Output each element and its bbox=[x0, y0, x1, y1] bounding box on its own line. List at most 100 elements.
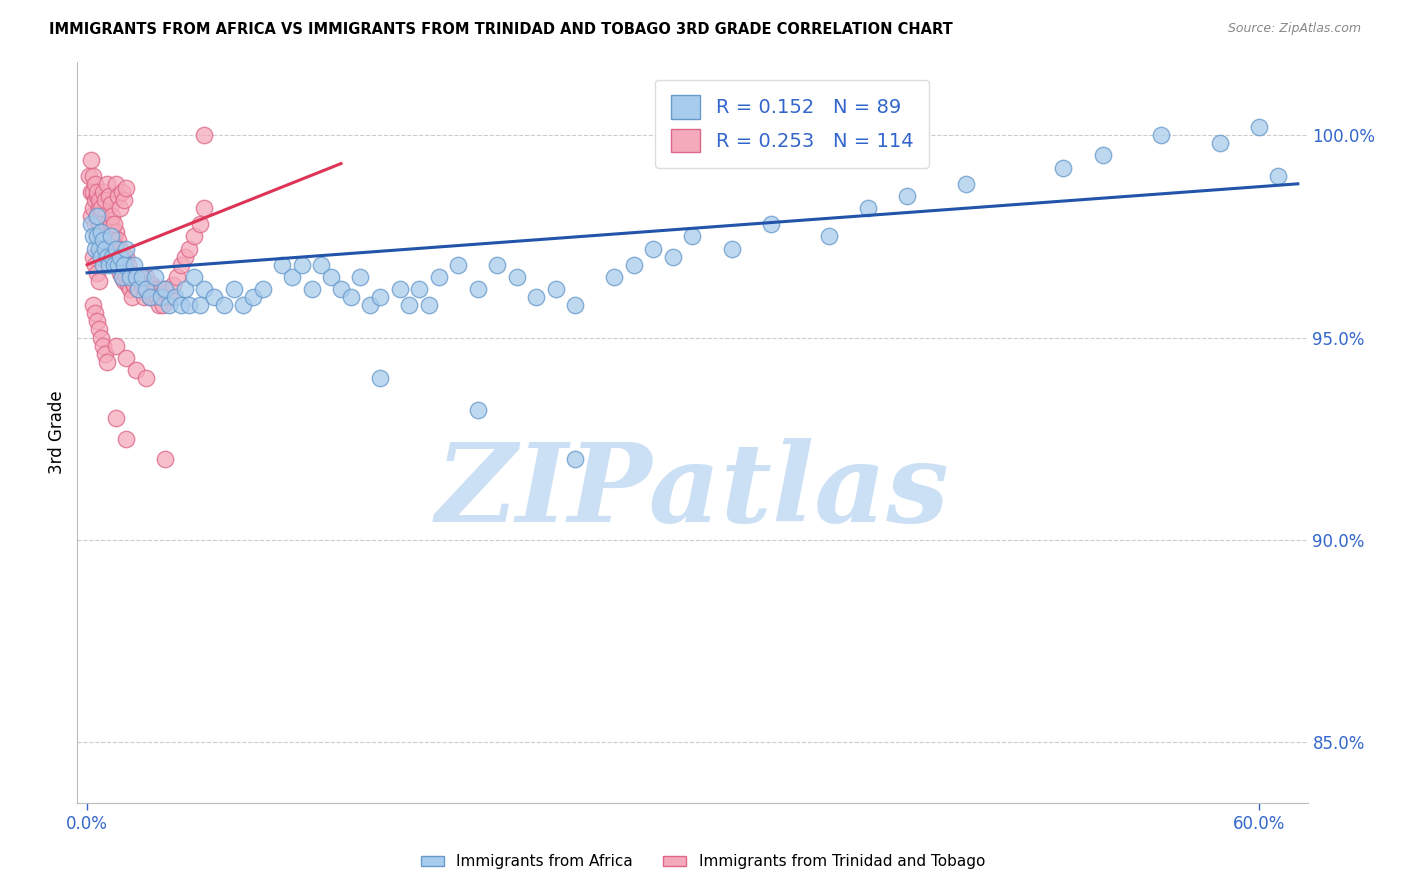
Point bbox=[82, 169, 104, 183]
Point bbox=[152, 298, 174, 312]
Point bbox=[115, 432, 138, 446]
Point bbox=[127, 282, 149, 296]
Point bbox=[291, 258, 314, 272]
Point bbox=[125, 269, 148, 284]
Point bbox=[131, 269, 153, 284]
Point bbox=[96, 177, 118, 191]
Point bbox=[80, 217, 103, 231]
Legend: Immigrants from Africa, Immigrants from Trinidad and Tobago: Immigrants from Africa, Immigrants from … bbox=[415, 848, 991, 875]
Point bbox=[408, 282, 430, 296]
Point bbox=[86, 314, 108, 328]
Point bbox=[77, 169, 100, 183]
Point bbox=[368, 371, 391, 385]
Point bbox=[128, 269, 150, 284]
Point bbox=[122, 258, 145, 272]
Point bbox=[643, 242, 665, 256]
Point bbox=[125, 269, 148, 284]
Point bbox=[107, 258, 129, 272]
Point bbox=[90, 193, 112, 207]
Point bbox=[603, 269, 626, 284]
Point bbox=[101, 250, 124, 264]
Point bbox=[84, 217, 107, 231]
Point bbox=[418, 298, 440, 312]
Point bbox=[222, 282, 245, 296]
Point bbox=[193, 282, 215, 296]
Point bbox=[87, 201, 110, 215]
Point bbox=[100, 217, 122, 231]
Point bbox=[190, 217, 212, 231]
Point bbox=[138, 290, 160, 304]
Point bbox=[84, 193, 107, 207]
Point bbox=[183, 229, 205, 244]
Point bbox=[93, 347, 115, 361]
Point bbox=[301, 282, 323, 296]
Point bbox=[91, 258, 114, 272]
Point bbox=[96, 250, 118, 264]
Point bbox=[96, 217, 118, 231]
Point bbox=[720, 242, 742, 256]
Point bbox=[86, 189, 108, 203]
Point bbox=[96, 250, 118, 264]
Point bbox=[155, 282, 177, 296]
Point bbox=[135, 371, 157, 385]
Point bbox=[173, 282, 195, 296]
Y-axis label: 3rd Grade: 3rd Grade bbox=[48, 391, 66, 475]
Point bbox=[135, 282, 157, 296]
Text: ZIPatlas: ZIPatlas bbox=[436, 438, 949, 546]
Point bbox=[142, 290, 165, 304]
Point bbox=[87, 322, 110, 336]
Point bbox=[91, 201, 114, 215]
Point bbox=[232, 298, 254, 312]
Point bbox=[162, 277, 184, 292]
Point bbox=[173, 250, 195, 264]
Point bbox=[212, 298, 235, 312]
Point bbox=[330, 282, 353, 296]
Point bbox=[427, 269, 450, 284]
Point bbox=[91, 217, 114, 231]
Point bbox=[388, 282, 411, 296]
Point bbox=[107, 258, 129, 272]
Point bbox=[150, 282, 173, 296]
Point bbox=[155, 451, 177, 466]
Point bbox=[122, 277, 145, 292]
Point bbox=[368, 290, 391, 304]
Point bbox=[90, 209, 112, 223]
Point bbox=[1209, 136, 1232, 151]
Point bbox=[107, 234, 129, 248]
Point bbox=[96, 234, 118, 248]
Point bbox=[623, 258, 645, 272]
Point bbox=[177, 242, 200, 256]
Point bbox=[105, 177, 128, 191]
Legend: R = 0.152   N = 89, R = 0.253   N = 114: R = 0.152 N = 89, R = 0.253 N = 114 bbox=[655, 79, 929, 168]
Point bbox=[112, 274, 135, 288]
Point bbox=[87, 274, 110, 288]
Point bbox=[564, 298, 586, 312]
Point bbox=[105, 411, 128, 425]
Point bbox=[486, 258, 509, 272]
Point bbox=[86, 185, 108, 199]
Point bbox=[447, 258, 470, 272]
Point bbox=[136, 282, 159, 296]
Point bbox=[112, 193, 135, 207]
Point bbox=[117, 258, 139, 272]
Point bbox=[97, 189, 120, 203]
Point bbox=[157, 298, 180, 312]
Point bbox=[150, 290, 173, 304]
Point bbox=[90, 330, 112, 344]
Point bbox=[896, 189, 918, 203]
Point bbox=[110, 250, 132, 264]
Point bbox=[100, 229, 122, 244]
Point bbox=[506, 269, 529, 284]
Point bbox=[120, 269, 141, 284]
Point bbox=[87, 242, 110, 256]
Point bbox=[84, 306, 107, 320]
Point bbox=[87, 193, 110, 207]
Point bbox=[759, 217, 782, 231]
Point bbox=[271, 258, 294, 272]
Point bbox=[86, 229, 108, 244]
Point bbox=[84, 177, 107, 191]
Point bbox=[97, 258, 120, 272]
Point bbox=[105, 250, 128, 264]
Point bbox=[148, 298, 170, 312]
Point bbox=[90, 201, 112, 215]
